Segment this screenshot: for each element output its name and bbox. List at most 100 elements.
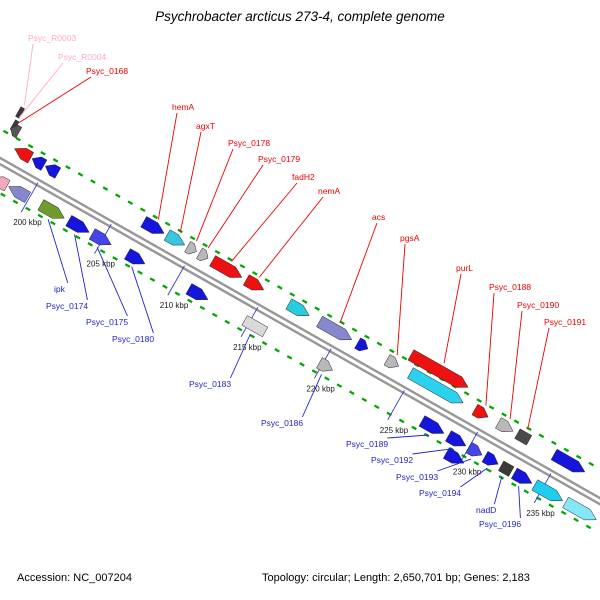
gene-arrow-gene-b2[interactable] <box>8 186 31 203</box>
scale-tick-label: 210 kbp <box>160 301 189 310</box>
leader-line-Psyc_0191 <box>527 327 550 430</box>
gene-label-purL[interactable]: purL <box>456 263 473 273</box>
gene-arrow-Psyc_0175[interactable] <box>88 228 112 246</box>
leader-line-Psyc_0192 <box>412 448 453 455</box>
gene-label-Psyc_0194[interactable]: Psyc_0194 <box>419 488 461 498</box>
minor-tick-mark <box>585 524 592 530</box>
gene-arrow-Psyc_0188[interactable] <box>471 403 489 419</box>
scale-tick-line <box>387 390 405 421</box>
gene-label-nemA[interactable]: nemA <box>318 186 341 196</box>
gene-label-Psyc_0193[interactable]: Psyc_0193 <box>396 472 438 482</box>
minor-tick-mark <box>52 158 59 163</box>
gene-arrow-pgsA[interactable] <box>383 354 399 369</box>
gene-arrow-Psyc_0190[interactable] <box>495 417 514 433</box>
gene-arrow-Psyc_0186[interactable] <box>316 357 333 372</box>
gene-label-Psyc_0192[interactable]: Psyc_0192 <box>371 455 413 465</box>
gene-label-Psyc_0188[interactable]: Psyc_0188 <box>489 282 531 292</box>
leader-line-Psyc_0180 <box>131 266 154 334</box>
gene-arrow-Psyc_R0003[interactable] <box>15 106 25 119</box>
gene-arrow-Psyc_0192[interactable] <box>445 430 467 447</box>
gene-arrow-Psyc_0168[interactable] <box>10 125 23 139</box>
gene-label-Psyc_0183[interactable]: Psyc_0183 <box>189 379 231 389</box>
gene-arrow-Psyc_0194[interactable] <box>481 451 499 466</box>
gene-arrow-agxT[interactable] <box>163 229 186 246</box>
gene-arrow-fadH2[interactable] <box>209 255 243 278</box>
minor-tick-mark <box>90 179 96 184</box>
gene-label-Psyc_0196[interactable]: Psyc_0196 <box>479 519 521 529</box>
gene-label-Psyc_0191[interactable]: Psyc_0191 <box>544 317 586 327</box>
gene-arrow-Psyc_0180[interactable] <box>124 248 146 265</box>
gene-label-acs[interactable]: acs <box>372 212 385 222</box>
minor-tick-mark <box>314 306 320 311</box>
scale-tick-line <box>167 265 185 296</box>
gene-arrow-gene-a3[interactable] <box>45 164 62 179</box>
minor-tick-mark <box>501 412 507 417</box>
minor-tick-mark <box>401 355 408 361</box>
minor-tick-mark <box>286 355 293 360</box>
gene-arrow-hemA[interactable] <box>140 216 165 234</box>
minor-tick-mark <box>0 192 6 198</box>
minor-tick-mark <box>27 143 34 149</box>
gene-arrow-gene-m2[interactable] <box>285 298 310 317</box>
gene-label-Psyc_0186[interactable]: Psyc_0186 <box>261 418 303 428</box>
gene-arrow-gene-m3[interactable] <box>354 337 369 352</box>
gene-arrow-purL[interactable] <box>407 349 469 388</box>
gene-arrow-gene-r0[interactable] <box>442 447 465 464</box>
gene-arrow-gene-a1[interactable] <box>14 148 35 164</box>
gene-arrow-gene-m1[interactable] <box>185 283 209 300</box>
gene-arrow-gene-r1[interactable] <box>550 448 586 473</box>
scale-tick-label: 200 kbp <box>13 218 42 227</box>
gene-arrow-Psyc_0174[interactable] <box>65 215 90 233</box>
gene-label-ipk[interactable]: ipk <box>54 284 66 294</box>
gene-arrow-gene-m4[interactable] <box>407 367 464 404</box>
gene-arrow-nemA[interactable] <box>242 274 265 291</box>
gene-label-Psyc_0178[interactable]: Psyc_0178 <box>228 138 270 148</box>
minor-tick-mark <box>102 186 109 191</box>
minor-tick-mark <box>436 439 442 445</box>
gene-label-pgsA[interactable]: pgsA <box>400 233 420 243</box>
minor-tick-mark <box>12 199 19 205</box>
leader-line-Psyc_0186 <box>301 374 322 418</box>
minor-tick-mark <box>526 426 532 432</box>
gene-arrow-gene-a2[interactable] <box>31 156 48 171</box>
gene-label-Psyc_R0004[interactable]: Psyc_R0004 <box>58 52 106 62</box>
gene-label-Psyc_0189[interactable]: Psyc_0189 <box>346 439 388 449</box>
gene-arrow-acs[interactable] <box>316 315 353 341</box>
minor-tick-mark <box>211 312 218 318</box>
scale-tick-label: 225 kbp <box>380 426 409 435</box>
gene-label-agxT[interactable]: agxT <box>196 121 215 131</box>
minor-tick-mark <box>162 284 168 289</box>
gene-arrow-nadD[interactable] <box>498 460 515 477</box>
gene-arrow-gene-b1[interactable] <box>0 176 11 192</box>
gene-arrow-Psyc_0183[interactable] <box>241 315 269 338</box>
gene-arrow-Psyc_0193[interactable] <box>465 441 483 457</box>
gene-arrow-gene-r2[interactable] <box>531 479 564 502</box>
leader-line-Psyc_0168 <box>19 76 92 123</box>
minor-tick-mark <box>149 277 156 282</box>
gene-label-Psyc_0168[interactable]: Psyc_0168 <box>86 66 128 76</box>
gene-label-Psyc_0174[interactable]: Psyc_0174 <box>46 301 88 311</box>
gene-label-Psyc_0180[interactable]: Psyc_0180 <box>112 334 154 344</box>
gene-arrow-Psyc_0178[interactable] <box>184 241 197 255</box>
minor-tick-mark <box>174 291 181 297</box>
leader-line-agxT <box>179 131 202 233</box>
gene-label-Psyc_0179[interactable]: Psyc_0179 <box>258 154 300 164</box>
gene-arrow-gene-r3[interactable] <box>562 496 597 521</box>
gene-label-hemA[interactable]: hemA <box>172 102 195 112</box>
leader-line-purL <box>443 273 462 364</box>
minor-tick-mark <box>214 249 221 255</box>
accession-text: Accession: NC_007204 <box>17 572 132 584</box>
gene-arrow-Psyc_0189[interactable] <box>418 415 445 434</box>
gene-arrow-Psyc_0191[interactable] <box>514 428 533 446</box>
gene-arrow-ipk[interactable] <box>37 199 65 219</box>
minor-tick-mark <box>239 263 246 269</box>
scale-tick-line <box>20 182 39 213</box>
gene-label-Psyc_0190[interactable]: Psyc_0190 <box>517 300 559 310</box>
gene-arrow-Psyc_0196[interactable] <box>510 467 533 484</box>
minor-tick-mark <box>326 313 333 318</box>
gene-arrow-Psyc_0179[interactable] <box>196 247 209 262</box>
gene-label-fadH2[interactable]: fadH2 <box>292 172 315 182</box>
gene-label-nadD[interactable]: nadD <box>476 505 496 515</box>
gene-label-Psyc_R0003[interactable]: Psyc_R0003 <box>28 33 76 43</box>
gene-label-Psyc_0175[interactable]: Psyc_0175 <box>86 317 128 327</box>
